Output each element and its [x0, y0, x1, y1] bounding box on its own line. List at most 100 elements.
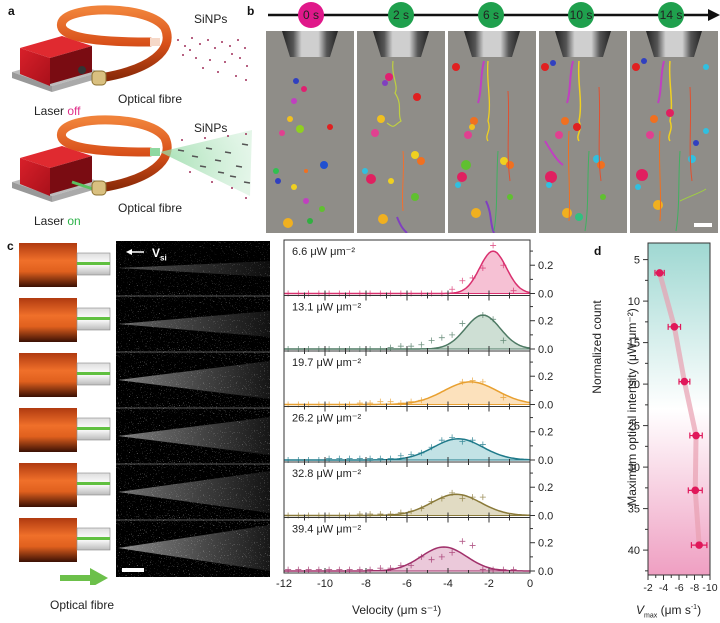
data-point-marker — [418, 449, 425, 456]
data-point-marker — [438, 437, 445, 444]
data-point-marker — [469, 377, 476, 384]
data-point-marker — [479, 312, 486, 319]
gaussian-fill — [284, 315, 530, 349]
data-point-marker — [408, 562, 415, 569]
x-tick-label: -2 — [643, 582, 652, 594]
vmax-xlabel: Vmax (μm s-1) — [636, 603, 702, 620]
data-point-marker — [695, 541, 703, 549]
x-tick-label: 0 — [527, 578, 533, 590]
sinps-label-bottom: SiNPs — [194, 121, 228, 135]
x-tick-label: -10 — [317, 578, 333, 590]
fibre-connector-icon — [91, 180, 107, 196]
frame-14s — [630, 31, 718, 233]
data-point-marker — [428, 337, 435, 344]
data-point-marker — [479, 566, 486, 573]
laser-box-off — [12, 36, 100, 92]
y-tick-label: 15 — [628, 338, 640, 350]
timeline-arrow-icon — [708, 9, 720, 21]
data-point-marker — [449, 549, 456, 556]
y-tick-label: 0.0 — [538, 566, 553, 578]
optical-fibre-label-bottom: Optical fibre — [118, 201, 183, 215]
intensity-label: 19.7 μW μm⁻² — [292, 357, 362, 369]
fibre-row-3 — [19, 353, 111, 397]
x-tick-label: -10 — [702, 582, 717, 594]
fibre-direction-arrow-icon — [60, 568, 108, 585]
data-point-marker — [691, 486, 700, 495]
x-tick-label: -4 — [659, 582, 668, 594]
fibre-row-4 — [19, 408, 111, 452]
laser-state-off: off — [67, 104, 81, 118]
data-point-marker — [315, 566, 322, 573]
sinps-label-top: SiNPs — [194, 12, 228, 26]
time-label-1: 2 s — [392, 8, 409, 22]
y-tick-label: 0.2 — [538, 538, 553, 550]
y-tick-label: 35 — [628, 504, 640, 516]
data-point-marker — [500, 566, 507, 573]
data-point-marker — [387, 398, 394, 405]
data-point-marker — [479, 441, 486, 448]
gaussian-fill — [284, 547, 530, 571]
data-point-marker — [469, 437, 476, 444]
data-point-marker — [305, 566, 312, 573]
time-label-0: 0 s — [302, 8, 319, 22]
data-point-marker — [449, 434, 456, 441]
y-tick-label: 10 — [628, 296, 640, 308]
data-point-marker — [377, 398, 384, 405]
data-point-marker — [469, 494, 476, 501]
panel-c-letter: c — [7, 239, 14, 253]
intensity-label: 6.6 μW μm⁻² — [292, 246, 355, 258]
vmax-ylabel: Maximum optical intensity (μW μm⁻²) — [625, 308, 639, 506]
data-point-marker — [397, 562, 404, 569]
plot-area — [647, 242, 711, 576]
fibre-row-2 — [19, 298, 111, 342]
data-point-marker — [367, 400, 374, 407]
frame-2s — [357, 31, 445, 233]
scale-bar — [694, 223, 712, 227]
y-tick-label: 5 — [634, 255, 640, 267]
data-point-marker — [438, 334, 445, 341]
intensity-label: 32.8 μW μm⁻² — [292, 468, 362, 480]
y-tick-label: 20 — [628, 379, 640, 391]
streak-row-3 — [116, 353, 270, 407]
data-point-marker — [438, 495, 445, 502]
data-point-marker — [397, 452, 404, 459]
data-point-marker — [295, 566, 302, 573]
data-point-marker — [428, 498, 435, 505]
data-point-marker — [387, 511, 394, 518]
y-tick-label: 0.0 — [538, 400, 553, 412]
streak-row-6 — [116, 521, 270, 577]
velocity-histograms: 0.0 0.2 6.6 μW μm⁻² 0.0 0.2 13.1 μW μm⁻² 0.0 0.… — [276, 239, 553, 590]
time-marker-1 — [388, 2, 414, 28]
data-point-marker — [438, 553, 445, 560]
data-point-marker — [408, 508, 415, 515]
y-tick-label: 0.2 — [538, 427, 553, 439]
x-tick-label: -12 — [276, 578, 292, 590]
data-point-marker — [459, 378, 466, 385]
data-point-marker — [377, 511, 384, 518]
laser-beam-cone — [160, 130, 252, 196]
gaussian-fill — [284, 381, 530, 405]
data-point-marker — [490, 566, 497, 573]
data-point-marker — [469, 542, 476, 549]
intensity-label: 13.1 μW μm⁻² — [292, 302, 362, 314]
data-point-marker — [356, 511, 363, 518]
data-point-marker — [449, 286, 456, 293]
fibre-connector-icon — [91, 70, 107, 86]
data-point-marker — [418, 341, 425, 348]
data-point-marker — [408, 398, 415, 405]
data-point-marker — [510, 287, 517, 294]
velocity-label: V — [152, 246, 161, 260]
nanoparticles-dispersed — [177, 37, 248, 81]
data-point-marker — [500, 262, 507, 269]
data-point-marker — [367, 455, 374, 462]
timeline-markers: 0 s 2 s 6 s 10 s 14 s — [262, 0, 720, 30]
data-point-marker — [397, 400, 404, 407]
optical-fibre-label-top: Optical fibre — [118, 92, 183, 106]
fibre-row-1 — [19, 243, 111, 287]
data-point-marker — [680, 377, 689, 386]
data-point-marker — [479, 494, 486, 501]
data-point-marker — [418, 553, 425, 560]
time-label-2: 6 s — [482, 8, 499, 22]
data-point-marker — [326, 566, 333, 573]
time-marker-4 — [658, 2, 684, 28]
